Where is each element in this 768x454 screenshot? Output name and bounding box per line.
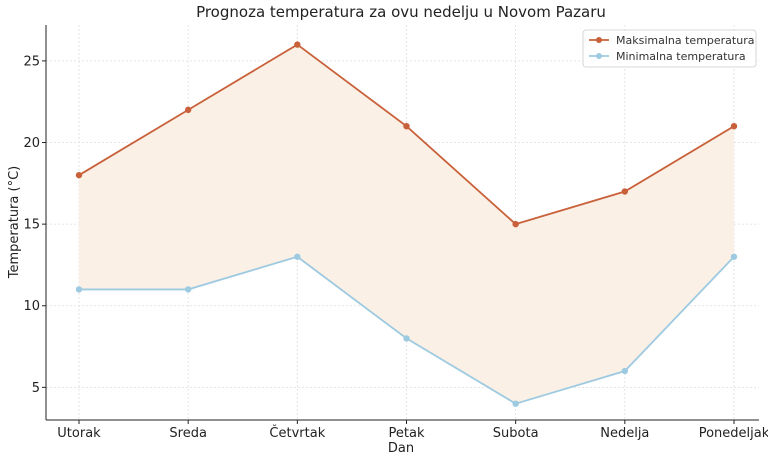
data-point-max <box>294 41 301 48</box>
data-point-max <box>403 122 410 130</box>
data-point-min <box>403 335 410 342</box>
data-point-min <box>184 286 192 293</box>
x-tick-label: Utorak <box>57 426 101 441</box>
y-tick-label: 15 <box>23 218 40 233</box>
data-point-max <box>512 220 519 228</box>
series-lines <box>75 41 738 407</box>
legend-label: Maksimalna temperatura <box>616 34 754 47</box>
legend-label: Minimalna temperatura <box>616 50 746 63</box>
chart-title: Prognoza temperatura za ovu nedelju u No… <box>196 3 606 21</box>
data-point-min <box>621 367 629 375</box>
x-tick-label: Sreda <box>169 426 207 441</box>
data-point-min <box>512 400 519 407</box>
y-tick-label: 20 <box>23 136 40 151</box>
axes <box>45 25 759 421</box>
data-point-min <box>730 253 738 260</box>
x-tick-label: Petak <box>389 426 425 441</box>
data-point-min <box>294 253 301 260</box>
data-point-min <box>75 286 83 293</box>
x-tick-label: Subota <box>493 426 539 441</box>
x-axis-label: Dan <box>388 441 414 454</box>
data-point-max <box>621 188 629 195</box>
tick-labels: 5 10 15 20 25 Utorak Sreda Četvrtak Petak Subota N… <box>23 54 768 441</box>
legend-box <box>582 29 757 68</box>
fill-between-area <box>79 44 734 404</box>
y-tick-label: 25 <box>23 54 40 69</box>
x-tick-label: Četvrtak <box>269 425 325 441</box>
y-tick-label: 10 <box>23 299 40 314</box>
legend-marker <box>596 37 602 43</box>
data-point-max <box>184 106 192 114</box>
y-tick-label: 5 <box>32 381 40 396</box>
legend: Maksimalna temperatura Minimalna temperat… <box>582 29 757 68</box>
y-axis-label: Temperatura (°C) <box>7 166 22 279</box>
x-tick-label: Nedelja <box>600 426 649 441</box>
data-point-max <box>75 171 83 179</box>
x-tick-label: Ponedeljak <box>699 426 768 441</box>
data-point-max <box>730 122 738 130</box>
legend-marker <box>596 53 602 59</box>
